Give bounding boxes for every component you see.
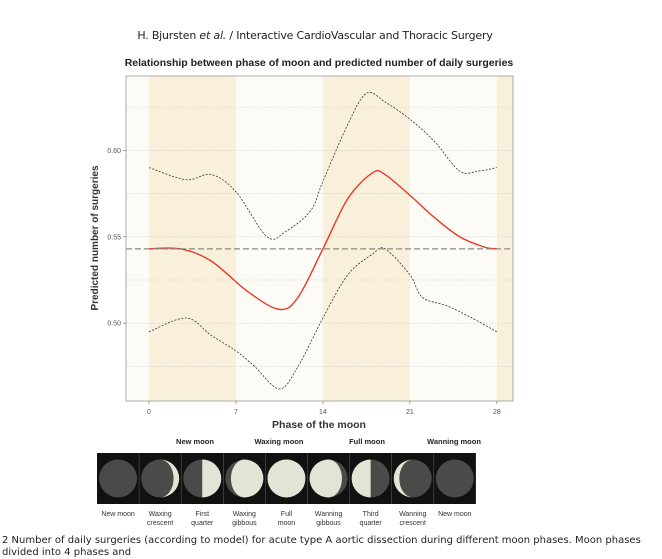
moon-dark-disk — [99, 459, 138, 498]
moon-phase-label: Waxing — [149, 511, 172, 518]
lower-ci-line — [148, 247, 498, 390]
moon-lit-part — [202, 459, 222, 498]
plot-frame — [125, 75, 514, 402]
moon-icon-first-quarter — [183, 459, 222, 498]
moon-icon-wanning-gibbous — [309, 459, 348, 498]
moon-phase-label: Waxing — [233, 511, 256, 518]
x-axis-label: Phase of the moon — [272, 419, 366, 431]
moon-group-label: New moon — [176, 437, 214, 446]
upper-ci-line — [148, 92, 497, 240]
moon-lit-part — [230, 459, 264, 498]
header-journal: / Interactive CardioVascular and Thoraci… — [229, 29, 493, 42]
moon-phase-label: Third — [363, 511, 379, 518]
header-etal: et al. — [199, 29, 227, 42]
chart-title: Relationship between phase of moon and p… — [125, 57, 514, 69]
moon-phase-label: moon — [278, 520, 296, 527]
y-tick-label: 0.60 — [107, 148, 121, 155]
moon-lit-part — [160, 459, 180, 498]
moon-icon-wanning-crescent — [393, 459, 432, 498]
x-tick-label: 14 — [319, 409, 327, 416]
figure: Relationship between phase of moon and p… — [90, 57, 514, 527]
x-tick-label: 7 — [234, 409, 238, 416]
shaded-band — [148, 76, 236, 401]
moon-dark-disk — [393, 459, 432, 498]
moon-phase-strip: New moon Waxing moon Full moon Wanning moon… — [97, 437, 481, 527]
moon-dark-disk — [435, 459, 474, 498]
plot-area: 0 7 14 21 28 0.50 0.55 0.60 — [107, 75, 514, 416]
moon-dark-disk — [141, 459, 180, 498]
x-tick-label: 0 — [147, 409, 151, 416]
y-axis-label: Predicted number of surgeries — [90, 165, 101, 310]
prediction-line — [148, 169, 497, 311]
y-tick-label: 0.50 — [107, 321, 121, 328]
moon-phase-label: crescent — [147, 520, 174, 527]
running-header: H. Bjursten et al. / Interactive CardioV… — [0, 29, 630, 42]
x-tick-label: 28 — [493, 409, 501, 416]
moon-phase-label: Wanning — [315, 511, 342, 518]
moon-phase-label: crescent — [400, 520, 427, 527]
moon-lit-part — [351, 459, 371, 498]
moon-group-label: Full moon — [349, 437, 385, 446]
figure-caption: 2 Number of daily surgeries (according t… — [2, 535, 641, 558]
moon-icon-full-moon — [267, 459, 306, 498]
moon-phase-label: Full — [281, 511, 293, 518]
moon-phase-label: quarter — [191, 520, 214, 527]
moon-phase-label: New moon — [101, 511, 135, 518]
moon-icon-waxing-gibbous — [225, 459, 264, 498]
moon-group-label: Wanning moon — [427, 437, 481, 446]
x-tick-label: 21 — [406, 409, 414, 416]
moon-lit-part — [267, 459, 306, 498]
moon-lit-part — [309, 459, 342, 498]
moon-icon-waxing-crescent — [141, 459, 180, 498]
shaded-band — [322, 76, 410, 401]
moon-phase-label: gibbous — [232, 520, 257, 527]
shaded-band — [496, 76, 513, 401]
header-authors: H. Bjursten — [137, 29, 197, 42]
moon-group-label: Waxing moon — [255, 437, 304, 446]
moon-icon-third-quarter — [351, 459, 390, 498]
moon-lit-part — [393, 459, 413, 498]
moon-phase-label: Wanning — [399, 511, 426, 518]
moon-icon-new-moon — [435, 459, 474, 498]
moon-phase-label: New moon — [438, 511, 472, 518]
moon-icon-new-moon — [99, 459, 138, 498]
moon-phase-label: quarter — [360, 520, 383, 527]
y-tick-label: 0.55 — [107, 234, 121, 241]
moon-phase-label: gibbous — [316, 520, 341, 527]
moon-phase-label: First — [195, 511, 209, 518]
